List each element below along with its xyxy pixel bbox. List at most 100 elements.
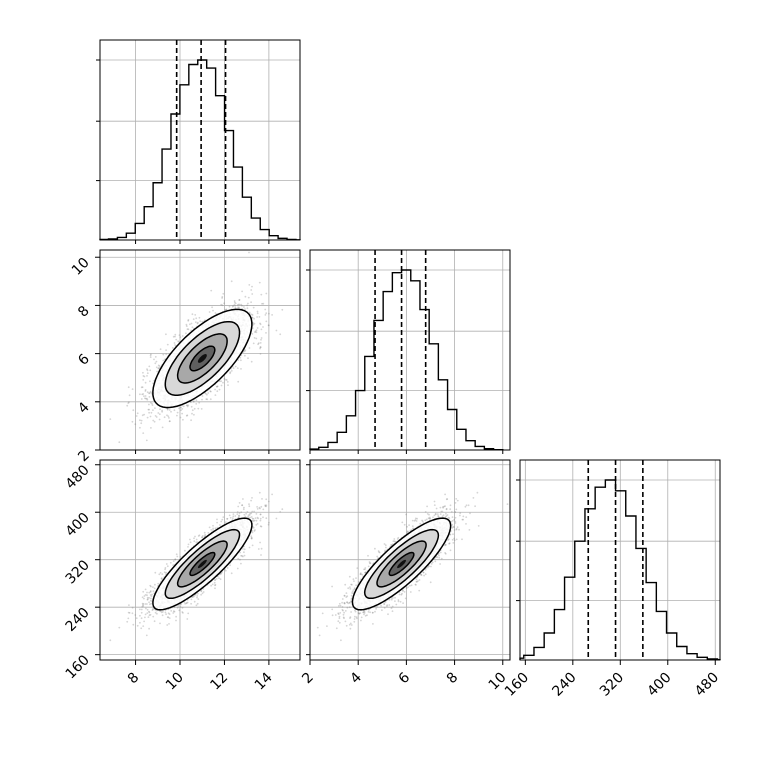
- histogram-bin: [554, 610, 564, 660]
- sample-point: [176, 606, 179, 609]
- sample-point: [168, 420, 171, 423]
- sample-point: [168, 420, 171, 423]
- sample-point: [144, 381, 147, 384]
- histogram-bin: [646, 583, 656, 660]
- sample-point: [175, 553, 178, 556]
- sample-point: [247, 515, 250, 518]
- sample-point: [158, 413, 161, 416]
- sample-point: [258, 281, 261, 284]
- sample-point: [144, 603, 147, 605]
- histogram-bin: [667, 633, 677, 660]
- sample-point: [177, 340, 180, 343]
- sample-point: [268, 312, 270, 315]
- sample-point: [165, 353, 168, 355]
- sample-point: [195, 399, 198, 402]
- sample-point: [118, 626, 121, 629]
- sample-point: [180, 603, 182, 606]
- sample-point: [226, 517, 229, 520]
- sample-point: [250, 516, 253, 518]
- sample-point: [260, 554, 262, 556]
- histogram-bin: [575, 541, 585, 660]
- sample-point: [251, 316, 254, 319]
- sample-point: [239, 558, 241, 561]
- histogram-bin: [126, 233, 135, 240]
- contour-1: [164, 320, 241, 396]
- sample-point: [197, 321, 199, 324]
- sample-point: [140, 617, 143, 620]
- sample-point: [159, 348, 162, 351]
- sample-point: [126, 620, 129, 623]
- sample-point: [250, 535, 253, 538]
- sample-point: [132, 409, 135, 412]
- sample-point: [155, 366, 158, 369]
- sample-point: [157, 364, 160, 367]
- sample-point: [146, 608, 149, 611]
- sample-point: [157, 367, 160, 370]
- sample-point: [257, 343, 259, 346]
- sample-point: [109, 639, 112, 642]
- sample-point: [237, 303, 240, 306]
- sample-point: [139, 614, 141, 617]
- sample-point: [157, 412, 160, 414]
- sample-point: [214, 312, 217, 314]
- sample-point: [210, 529, 213, 531]
- histogram-bin: [524, 655, 534, 660]
- sample-point: [148, 610, 150, 613]
- sample-point: [160, 611, 163, 614]
- sample-point: [174, 558, 177, 561]
- sample-point: [127, 611, 130, 614]
- sample-point: [147, 408, 150, 411]
- sample-point: [144, 395, 147, 397]
- sample-point: [187, 546, 189, 548]
- sample-point: [148, 408, 151, 411]
- sample-point: [247, 296, 250, 299]
- sample-point: [233, 301, 236, 304]
- sample-point: [240, 359, 242, 362]
- sample-point: [149, 380, 151, 383]
- sample-point: [142, 371, 144, 374]
- sample-point: [181, 412, 184, 415]
- sample-point: [196, 596, 198, 599]
- sample-point: [190, 322, 193, 325]
- sample-point: [162, 353, 165, 356]
- sample-point: [218, 380, 221, 383]
- sample-point: [152, 419, 155, 422]
- sample-point: [238, 516, 241, 518]
- sample-point: [239, 551, 242, 554]
- sample-point: [250, 512, 253, 515]
- sample-point: [186, 414, 189, 417]
- sample-point: [254, 529, 256, 531]
- sample-point: [265, 292, 268, 295]
- sample-point: [180, 409, 182, 412]
- sample-point: [201, 398, 203, 401]
- sample-point: [192, 400, 195, 402]
- sample-point: [179, 406, 182, 409]
- histogram-bin: [260, 230, 269, 240]
- sample-point: [170, 410, 172, 413]
- sample-point: [228, 514, 231, 517]
- sample-point: [239, 356, 242, 359]
- sample-point: [231, 305, 234, 308]
- sample-point: [165, 333, 167, 336]
- sample-point: [158, 367, 160, 369]
- sample-point: [260, 337, 263, 339]
- sample-point: [154, 356, 157, 358]
- sample-point: [216, 518, 218, 521]
- sample-point: [216, 385, 219, 388]
- sample-point: [248, 251, 250, 254]
- sample-point: [200, 593, 203, 596]
- sample-point: [127, 402, 130, 404]
- sample-point: [154, 415, 157, 417]
- sample-point: [253, 510, 256, 513]
- sample-point: [251, 293, 254, 295]
- sample-point: [174, 335, 176, 338]
- sample-point: [256, 508, 259, 510]
- sample-point: [258, 491, 261, 494]
- sample-point: [189, 541, 192, 544]
- sample-point: [134, 614, 137, 616]
- sample-point: [153, 420, 156, 423]
- sample-point: [170, 610, 173, 612]
- sample-point: [146, 372, 149, 375]
- sample-point: [139, 608, 141, 611]
